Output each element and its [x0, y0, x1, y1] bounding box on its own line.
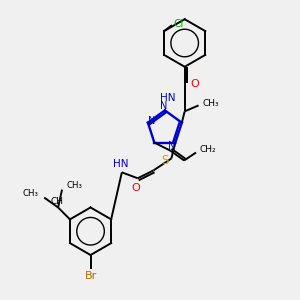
Text: CH₂: CH₂	[200, 145, 217, 154]
Text: CH₃: CH₃	[22, 189, 38, 198]
Text: HN: HN	[160, 94, 176, 103]
Text: N: N	[160, 101, 168, 111]
Text: O: O	[190, 79, 199, 88]
Text: S: S	[162, 154, 169, 167]
Text: CH: CH	[51, 197, 64, 206]
Text: Cl: Cl	[174, 19, 184, 29]
Text: Br: Br	[84, 271, 97, 281]
Text: CH₃: CH₃	[202, 99, 219, 108]
Text: N: N	[168, 141, 175, 151]
Text: CH₃: CH₃	[66, 181, 82, 190]
Text: HN: HN	[113, 159, 129, 170]
Text: N: N	[148, 116, 156, 126]
Text: O: O	[131, 183, 140, 193]
